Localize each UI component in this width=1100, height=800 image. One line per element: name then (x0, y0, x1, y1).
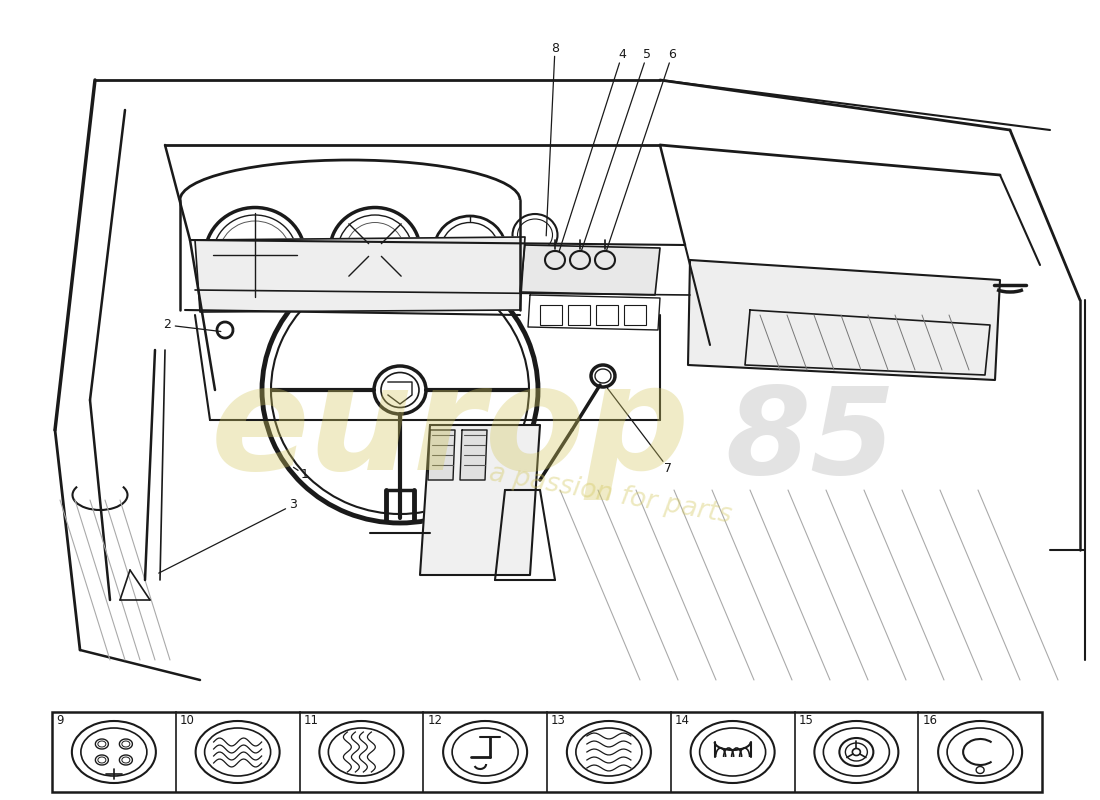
Text: 10: 10 (179, 714, 195, 727)
Bar (540, 305, 562, 325)
Text: 6: 6 (668, 49, 675, 62)
Text: 13: 13 (551, 714, 565, 727)
Bar (624, 305, 646, 325)
Polygon shape (195, 237, 525, 312)
Polygon shape (520, 245, 660, 295)
Text: 15: 15 (799, 714, 813, 727)
Polygon shape (460, 430, 487, 480)
Polygon shape (420, 425, 540, 575)
Text: 12: 12 (427, 714, 442, 727)
Polygon shape (428, 430, 455, 480)
Text: 1: 1 (301, 469, 309, 482)
Text: 7: 7 (664, 462, 672, 474)
Text: 5: 5 (644, 49, 651, 62)
Text: 9: 9 (56, 714, 64, 727)
Text: 11: 11 (304, 714, 319, 727)
Polygon shape (688, 260, 1000, 380)
Text: europ: europ (210, 359, 690, 501)
Text: 8: 8 (551, 42, 559, 54)
Bar (52, 712, 1042, 792)
Text: 2: 2 (163, 318, 170, 331)
Text: 3: 3 (289, 498, 297, 511)
Bar (568, 305, 590, 325)
Text: 16: 16 (922, 714, 937, 727)
Text: 14: 14 (674, 714, 690, 727)
Text: a passion for parts: a passion for parts (486, 461, 734, 529)
Bar (596, 305, 618, 325)
Text: 85: 85 (725, 382, 895, 498)
Text: 4: 4 (618, 49, 626, 62)
